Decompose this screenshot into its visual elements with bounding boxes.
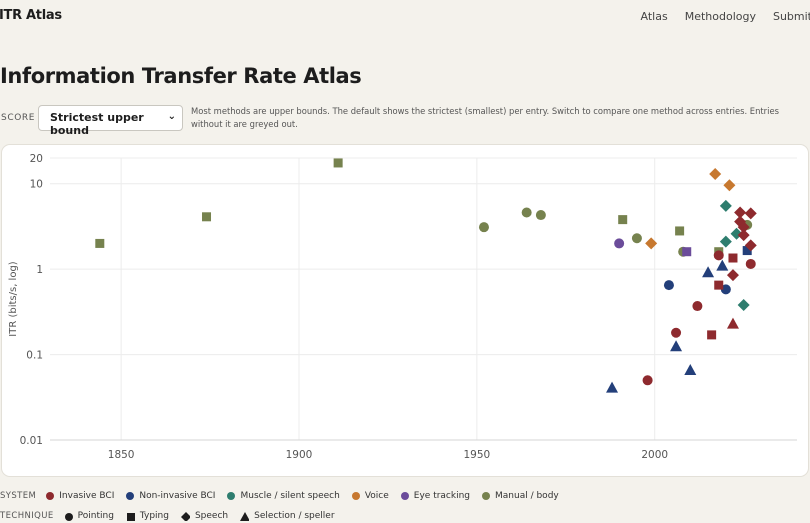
system-legend: SYSTEM Invasive BCI Non-invasive BCI Muscl… [0, 489, 571, 503]
legend-system-item[interactable]: Manual / body [482, 491, 559, 501]
data-point [744, 207, 757, 220]
y-tick-label: 1 [36, 264, 43, 276]
y-tick-label: 0.1 [26, 350, 43, 362]
score-method-select[interactable]: Strictest upper bound ⌄ [38, 105, 183, 137]
data-point [742, 246, 752, 256]
x-tick-label: 1850 [108, 449, 135, 461]
data-point [744, 239, 757, 252]
diamond-icon [180, 511, 190, 521]
data-point [692, 301, 703, 312]
triangle-icon [240, 511, 250, 521]
system-legend-label: SYSTEM [0, 491, 37, 501]
data-point [734, 206, 747, 219]
data-point [521, 207, 532, 218]
data-point [737, 299, 750, 312]
score-select-value: Strictest upper bound [50, 111, 144, 137]
data-point [716, 259, 729, 271]
chart-svg: 1850 1900 1950 2000 0.01 0.1 1 10 20 ITR (bits/s,… [8, 153, 797, 461]
data-point [726, 317, 739, 329]
data-point [671, 327, 682, 338]
legend-swatch [46, 492, 55, 500]
data-point [333, 158, 343, 168]
legend-system-item[interactable]: Eye tracking [400, 491, 471, 501]
technique-legend-label: TECHNIQUE [0, 511, 54, 521]
data-point [726, 269, 739, 282]
y-tick-label: 20 [30, 153, 43, 165]
legend-label: Typing [139, 511, 169, 521]
data-point [606, 381, 619, 393]
score-help-text: Most methods are upper bounds. The defau… [191, 106, 779, 129]
y-axis-title: ITR (bits/s, log) [8, 261, 19, 337]
data-point [709, 167, 722, 180]
nav-link-atlas[interactable]: Atlas [640, 10, 668, 23]
square-icon [126, 512, 135, 521]
legend-system-item[interactable]: Voice [351, 491, 389, 501]
data-point [719, 235, 732, 248]
data-point [723, 179, 736, 192]
legend-swatch [400, 492, 409, 500]
legend-swatch [227, 492, 236, 500]
data-point [737, 229, 750, 242]
data-point [535, 210, 546, 221]
legend-label: Voice [364, 491, 389, 501]
data-point [618, 215, 628, 225]
data-point [478, 222, 489, 233]
nav-links: Atlas Methodology Submit [641, 10, 810, 23]
legend-label: Eye tracking [413, 491, 471, 501]
legend-label: Muscle / silent speech [240, 491, 340, 501]
itr-scatter-chart: 1850 1900 1950 2000 0.01 0.1 1 10 20 ITR (bits/s,… [1, 144, 809, 477]
x-tick-label: 2000 [641, 449, 668, 461]
legend-technique-item[interactable]: Selection / speller [240, 511, 335, 521]
data-point [684, 363, 697, 375]
data-point [645, 237, 658, 250]
data-point [670, 340, 683, 352]
circle-icon [64, 512, 73, 521]
score-label: SCORE [1, 113, 36, 123]
legend-swatch [126, 492, 135, 500]
top-nav-bar: ITR Atlas Atlas Methodology Submit [0, 0, 810, 34]
page-title: Information Transfer Rate Atlas [0, 64, 362, 88]
data-point [202, 212, 212, 222]
data-point [719, 199, 732, 212]
legend-system-item[interactable]: Non-invasive BCI [126, 491, 215, 501]
legend-label: Speech [194, 511, 229, 521]
brand-logo[interactable]: ITR Atlas [0, 8, 62, 23]
data-point [707, 330, 717, 340]
nav-link-submit[interactable]: Submit [772, 10, 810, 23]
legend-label: Non-invasive BCI [139, 491, 216, 501]
legend-system-item[interactable]: Invasive BCI [46, 491, 114, 501]
data-point [714, 280, 724, 290]
legend-system-item[interactable]: Muscle / silent speech [227, 491, 340, 501]
nav-link-methodology[interactable]: Methodology [684, 10, 756, 23]
legend-swatch [482, 492, 491, 500]
legend-label: Manual / body [495, 491, 559, 501]
x-tick-label: 1900 [286, 449, 313, 461]
data-point [702, 266, 715, 278]
legend-technique-item[interactable]: Speech [180, 511, 229, 521]
legend-technique-item[interactable]: Pointing [64, 511, 114, 521]
data-point [713, 250, 724, 261]
legend-swatch [351, 492, 360, 500]
data-point [675, 226, 685, 236]
x-tick-label: 1950 [463, 449, 490, 461]
legend-technique-item[interactable]: Typing [126, 511, 169, 521]
y-tick-label: 10 [30, 179, 43, 191]
data-point [745, 258, 756, 269]
chevron-down-icon: ⌄ [167, 111, 176, 122]
legend-label: Invasive BCI [59, 491, 115, 501]
technique-legend: TECHNIQUE Pointing Typing Speech Selection … [0, 509, 347, 523]
data-point [95, 238, 105, 248]
legend-label: Pointing [77, 511, 114, 521]
data-point [728, 253, 738, 263]
legend-label: Selection / speller [254, 511, 335, 521]
data-point [737, 221, 750, 234]
data-point [720, 284, 731, 295]
data-point [642, 375, 653, 386]
data-point [663, 280, 674, 291]
data-point [631, 233, 642, 244]
data-point [614, 238, 625, 249]
y-tick-label: 0.01 [20, 435, 43, 447]
data-point [682, 247, 692, 257]
